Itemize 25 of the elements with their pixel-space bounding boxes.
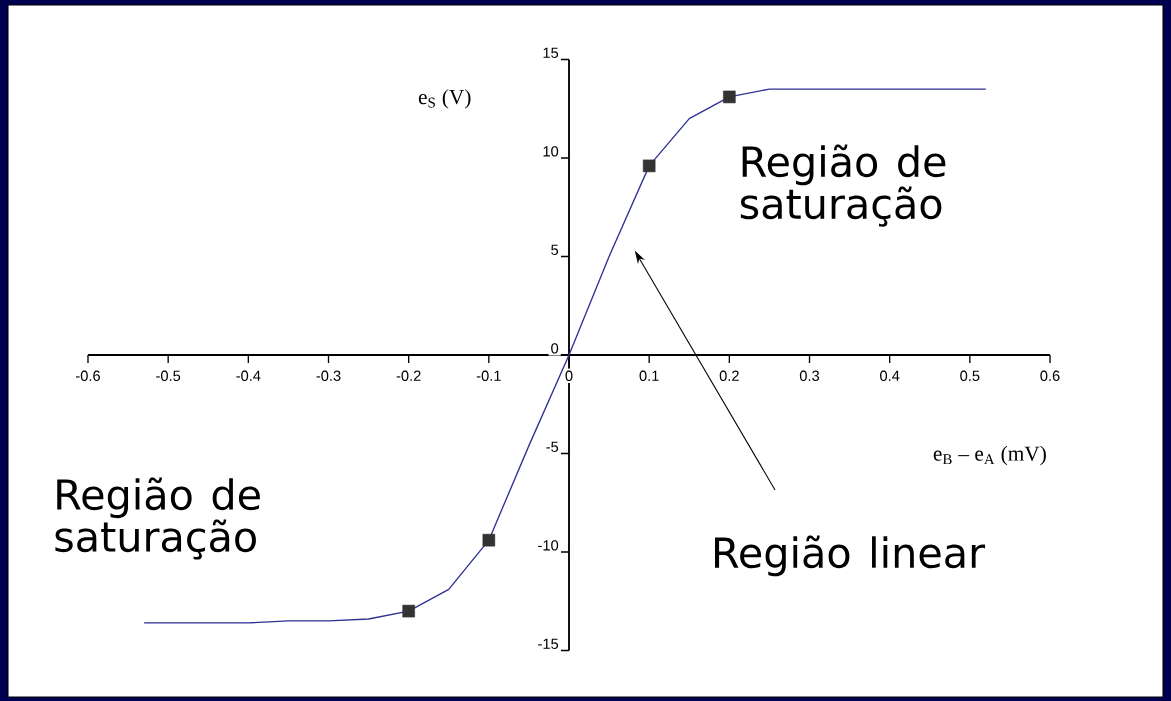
x-tick-label: -0.3 [316, 370, 341, 381]
x-tick-label: 0.3 [799, 370, 820, 381]
x-axis-title: e$_{B}$ – e$_{A}$ (mV) [933, 445, 1046, 466]
x-tick-label: 0.2 [719, 370, 739, 381]
y-axis-title: e$_{S}$ (V) [418, 89, 471, 109]
y-tick-label: 10 [543, 146, 559, 157]
annotation: Região de saturação [740, 144, 946, 227]
x-tick-label: 0 [565, 370, 573, 381]
x-tick-label: 0.5 [960, 370, 980, 381]
x-tick-label: -0.2 [396, 370, 421, 381]
annotation: Região de saturação [55, 477, 260, 560]
y-tick-label: -5 [546, 441, 559, 452]
x-tick-label: 0.6 [1040, 370, 1060, 381]
y-tick-label: 5 [551, 244, 559, 255]
x-tick-label: -0.4 [236, 370, 261, 381]
x-tick-label: 0.4 [880, 370, 900, 381]
x-tick-label: -0.5 [156, 370, 181, 381]
y-tick-label: 15 [543, 47, 559, 58]
annotation: Região linear [715, 535, 986, 577]
y-tick-label: -10 [538, 540, 559, 551]
y-tick-label: -15 [538, 638, 559, 649]
x-tick-label: -0.1 [476, 370, 501, 381]
y-tick-label: 0 [551, 343, 559, 354]
x-tick-label: -0.6 [76, 370, 100, 381]
x-tick-label: 0.1 [639, 370, 659, 381]
